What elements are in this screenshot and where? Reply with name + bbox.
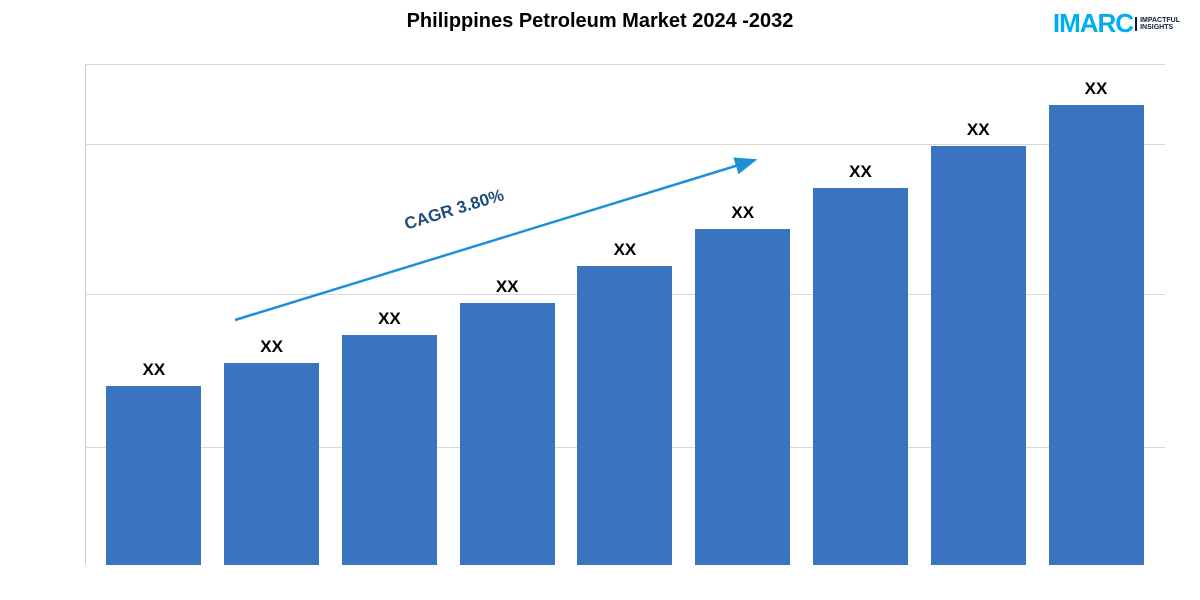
bar-value-label: XX bbox=[143, 360, 166, 380]
bar-wrapper: XX bbox=[1049, 79, 1144, 565]
bar bbox=[695, 229, 790, 565]
bar-wrapper: XX bbox=[813, 162, 908, 565]
chart-title: Philippines Petroleum Market 2024 -2032 bbox=[407, 10, 794, 33]
bars-container: XX XX XX XX XX XX XX XX XX bbox=[85, 65, 1165, 565]
bar-wrapper: XX bbox=[342, 309, 437, 565]
logo-main-text: IMARC bbox=[1053, 8, 1133, 39]
bar-wrapper: XX bbox=[460, 277, 555, 565]
chart-area: CAGR 3.80% XXXXXXXXXXXXXXXXXX bbox=[85, 65, 1165, 565]
bar bbox=[931, 146, 1026, 565]
bar-value-label: XX bbox=[378, 309, 401, 329]
bar-value-label: XX bbox=[614, 240, 637, 260]
bar bbox=[460, 303, 555, 565]
bar bbox=[106, 386, 201, 565]
brand-logo: IMARC IMPACTFUL INSIGHTS bbox=[1053, 8, 1180, 39]
logo-sub-line1: IMPACTFUL bbox=[1140, 17, 1180, 24]
bar-wrapper: XX bbox=[695, 203, 790, 565]
bar-value-label: XX bbox=[731, 203, 754, 223]
bar bbox=[813, 188, 908, 565]
bar-value-label: XX bbox=[496, 277, 519, 297]
bar-wrapper: XX bbox=[224, 337, 319, 565]
bar-wrapper: XX bbox=[106, 360, 201, 565]
bar-wrapper: XX bbox=[931, 120, 1026, 565]
logo-sub-line2: INSIGHTS bbox=[1140, 24, 1180, 31]
bar bbox=[577, 266, 672, 565]
bar-value-label: XX bbox=[260, 337, 283, 357]
logo-sub-text: IMPACTFUL INSIGHTS bbox=[1135, 17, 1180, 31]
bar bbox=[1049, 105, 1144, 565]
bar-value-label: XX bbox=[967, 120, 990, 140]
bar-value-label: XX bbox=[849, 162, 872, 182]
bar-wrapper: XX bbox=[577, 240, 672, 565]
bar bbox=[342, 335, 437, 565]
bar-value-label: XX bbox=[1085, 79, 1108, 99]
bar bbox=[224, 363, 319, 565]
